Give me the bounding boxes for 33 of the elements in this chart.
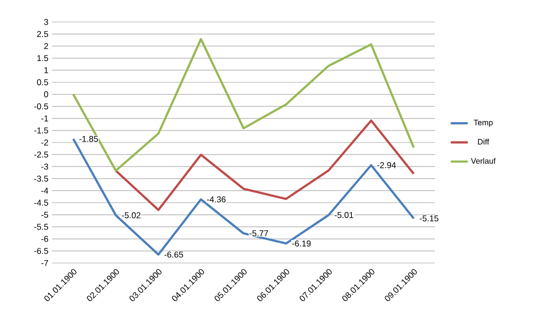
- y-tick-label: -1.5: [34, 127, 48, 134]
- y-tick-label: 0: [44, 91, 48, 98]
- y-tick-label: -5: [41, 212, 48, 218]
- y-tick-label: -0.5: [34, 103, 48, 110]
- y-tick-label: 3: [44, 19, 48, 25]
- y-tick-label: -1: [41, 115, 48, 122]
- y-tick-label: 1: [44, 67, 48, 74]
- y-tick-label: -6: [41, 236, 48, 242]
- y-tick-label: 2.5: [37, 31, 48, 38]
- data-label: -2.94: [377, 162, 396, 168]
- data-label: -1.85: [79, 136, 98, 142]
- line-series: [72, 138, 415, 256]
- y-tick-label: -6.5: [34, 248, 48, 254]
- y-tick-label: 2: [44, 43, 48, 50]
- line-series: [114, 119, 415, 212]
- y-tick-label: -3.5: [34, 176, 48, 182]
- data-label: -4.36: [207, 196, 226, 202]
- y-tick-label: 0.5: [37, 79, 48, 86]
- data-label: -6.65: [164, 252, 184, 258]
- y-tick-label: -2.5: [34, 152, 48, 158]
- y-tick-label: -2: [41, 140, 48, 146]
- y-tick-label: -7: [41, 260, 48, 266]
- y-tick-label: -4.5: [34, 200, 48, 206]
- y-tick-label: -5.5: [34, 224, 48, 230]
- data-label: -5.77: [250, 230, 268, 236]
- data-label: -5.01: [334, 212, 354, 218]
- data-label: -6.19: [292, 240, 311, 246]
- y-tick-label: 1.5: [37, 55, 48, 62]
- data-label: -5.15: [420, 215, 438, 222]
- data-label: -5.02: [122, 212, 140, 218]
- y-tick-label: -3: [41, 164, 48, 170]
- line-series: [72, 38, 415, 172]
- y-tick-label: -4: [41, 188, 48, 194]
